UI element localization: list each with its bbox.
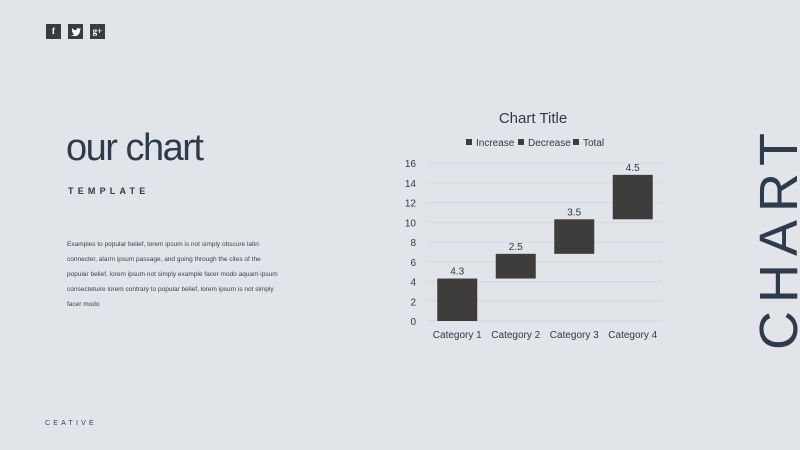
- y-tick-label: 8: [410, 238, 416, 249]
- legend-label-1: Decrease: [528, 138, 571, 149]
- twitter-icon[interactable]: [68, 24, 83, 39]
- legend-label-0: Increase: [476, 138, 515, 149]
- data-label: 4.5: [626, 163, 640, 174]
- y-tick-label: 0: [410, 317, 416, 328]
- x-tick-label: Category 1: [433, 330, 482, 341]
- y-tick-label: 6: [410, 258, 416, 269]
- bar: [495, 253, 536, 279]
- slide-subtitle: TEMPLATE: [68, 186, 150, 196]
- body-paragraph: Examples to popular belief, lorem ipsum …: [67, 241, 278, 308]
- facebook-icon[interactable]: f: [46, 24, 61, 39]
- google-plus-icon[interactable]: g+: [90, 24, 105, 39]
- x-tick-label: Category 2: [491, 330, 540, 341]
- data-label: 2.5: [509, 242, 523, 253]
- data-label: 4.3: [450, 267, 464, 278]
- y-tick-label: 12: [405, 199, 417, 210]
- y-tick-label: 4: [410, 278, 416, 289]
- footer-label: CEATIVE: [45, 420, 97, 427]
- chart-title: Chart Title: [499, 110, 567, 127]
- y-tick-label: 14: [405, 179, 417, 190]
- social-icons: f g+: [46, 24, 105, 39]
- legend-swatch-1: [518, 139, 524, 145]
- bar: [554, 219, 595, 254]
- legend-label-2: Total: [583, 138, 604, 149]
- bar: [612, 174, 653, 220]
- legend-swatch-2: [573, 139, 579, 145]
- x-tick-label: Category 4: [608, 330, 657, 341]
- data-label: 3.5: [567, 207, 581, 218]
- x-tick-label: Category 3: [550, 330, 599, 341]
- slide-title: our chart: [66, 127, 204, 169]
- y-tick-label: 2: [410, 297, 416, 308]
- y-tick-label: 10: [405, 218, 417, 229]
- y-tick-label: 16: [405, 159, 417, 170]
- legend-swatch-0: [466, 139, 472, 145]
- bar: [437, 278, 478, 321]
